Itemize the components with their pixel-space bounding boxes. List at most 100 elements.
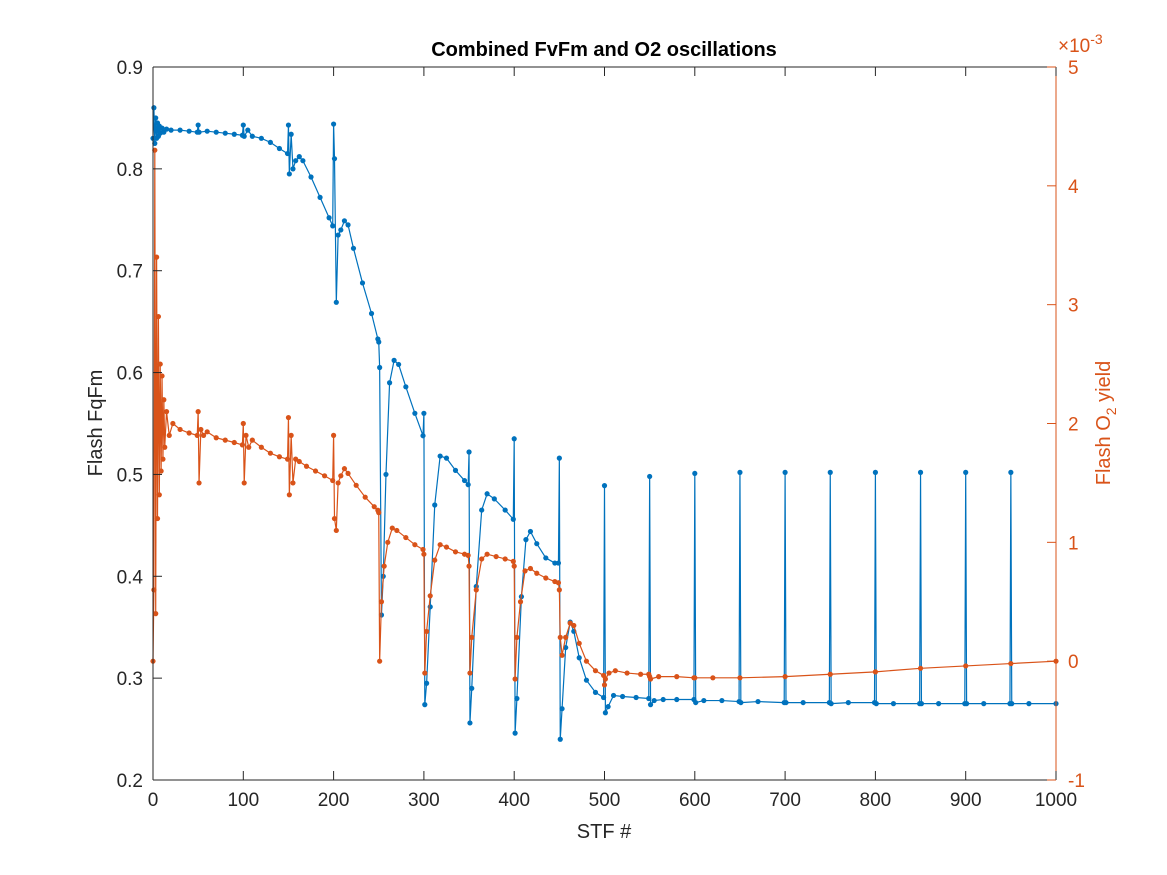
series-point-left: [502, 507, 508, 513]
series-point-left: [512, 730, 518, 736]
y-tick-label-left: 0.6: [117, 364, 143, 385]
series-point-right: [656, 674, 662, 680]
series-point-left: [461, 477, 468, 484]
series-point-right: [517, 599, 524, 605]
series-point-left: [186, 128, 192, 134]
series-point-right: [338, 473, 344, 479]
series-point-left: [350, 245, 357, 251]
series-point-right: [222, 437, 228, 443]
series-point-right: [381, 563, 387, 569]
series-point-left: [605, 704, 611, 710]
series-point-right: [213, 435, 219, 441]
series-point-left: [738, 699, 744, 706]
series-point-left: [873, 701, 879, 707]
series-point-right: [502, 556, 508, 562]
series-point-right: [159, 373, 165, 379]
series-point-left: [288, 131, 294, 137]
series-point-left: [163, 126, 170, 132]
series-point-right: [241, 480, 247, 486]
series-point-left: [245, 127, 251, 133]
series-point-left: [285, 122, 292, 128]
series-point-right: [602, 676, 609, 682]
series-point-right: [196, 480, 202, 486]
y-axis-title-right: Flash O2 yield: [1093, 361, 1119, 486]
x-axis-title: STF #: [577, 821, 632, 843]
right-axis-exponent: ×10-3: [1058, 31, 1103, 57]
series-point-right: [522, 568, 528, 574]
y-tick-label-left: 0.7: [117, 262, 143, 283]
series-point-right: [385, 539, 391, 545]
series-point-right: [437, 542, 443, 548]
series-point-right: [624, 670, 630, 676]
series-point-left: [737, 469, 743, 475]
plot-area: [153, 67, 1056, 780]
series-point-right: [872, 669, 879, 675]
series-point-right: [514, 634, 520, 641]
series-point-left: [420, 433, 426, 439]
series-point-left: [556, 455, 562, 461]
series-point-left: [443, 455, 450, 461]
series-right: [150, 147, 1059, 688]
series-point-right: [394, 527, 400, 534]
series-point-right: [341, 466, 348, 472]
series-point-right: [389, 525, 395, 531]
y-tick-label-left: 0.9: [117, 58, 143, 79]
series-point-right: [321, 473, 328, 479]
series-point-left: [196, 129, 202, 135]
y-tick-label-left: 0.2: [117, 771, 143, 792]
series-point-left: [308, 174, 314, 180]
series-point-right: [231, 439, 237, 446]
series-point-left: [514, 695, 520, 702]
series-point-right: [239, 442, 245, 448]
series-point-right: [345, 470, 351, 477]
y-tick-label-right: -1: [1068, 771, 1085, 792]
series-point-left: [152, 140, 158, 146]
x-tick-label: 400: [498, 790, 530, 811]
series-point-right: [527, 565, 534, 572]
y-tick-label-right: 0: [1068, 652, 1079, 673]
series-point-left: [872, 469, 879, 475]
series-point-right: [151, 587, 157, 593]
series-point-left: [240, 122, 246, 128]
series-point-left: [647, 702, 654, 708]
series-point-right: [312, 468, 319, 474]
series-point-right: [362, 494, 368, 500]
series-point-right: [555, 580, 562, 586]
series-point-left: [491, 496, 497, 502]
series-point-left: [437, 453, 443, 459]
series-point-left: [300, 158, 306, 164]
series-point-left: [213, 129, 219, 135]
series-point-right: [186, 430, 192, 436]
series-point-right: [412, 542, 418, 548]
series-point-left: [466, 449, 472, 455]
series-point-right: [166, 432, 172, 438]
series-point-left: [326, 215, 332, 221]
series-point-right: [638, 671, 644, 677]
series-point-right: [473, 587, 479, 593]
series-point-right: [1008, 660, 1014, 667]
series-point-left: [647, 473, 653, 480]
series-point-left: [286, 171, 292, 177]
series-point-right: [422, 670, 428, 676]
series-point-right: [782, 674, 788, 680]
series-point-left: [377, 364, 383, 371]
series-point-right: [466, 563, 472, 569]
y-axis-title-right-subscript: 2: [1103, 407, 1119, 415]
series-point-left: [335, 232, 341, 238]
series-point-left: [592, 689, 599, 696]
series-point-right: [647, 676, 654, 682]
series-point-left: [583, 677, 590, 683]
series-point-right: [467, 670, 473, 676]
x-tick-label: 100: [227, 790, 259, 811]
series-point-left: [890, 701, 897, 707]
series-point-left: [602, 710, 609, 716]
series-point-right: [606, 670, 612, 676]
series-point-left: [241, 133, 247, 139]
series-point-right: [284, 456, 291, 462]
right-axis-exponent-power: -3: [1090, 31, 1103, 47]
series-point-right: [296, 458, 302, 465]
series-point-left: [936, 701, 942, 707]
y-tick-label-left: 0.5: [117, 465, 143, 486]
series-point-left: [701, 697, 707, 704]
